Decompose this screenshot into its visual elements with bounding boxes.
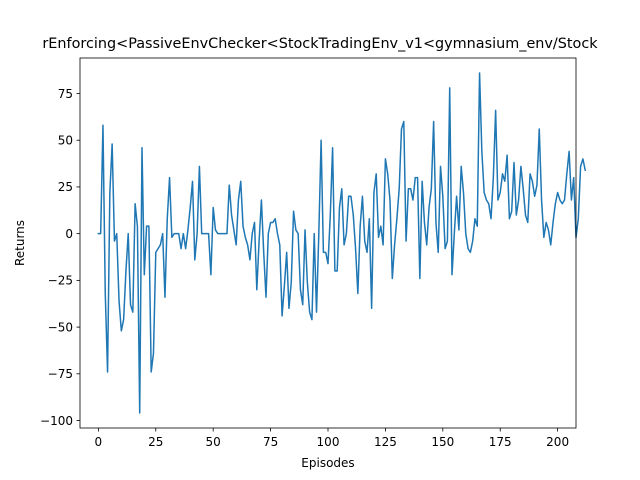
- x-tick-label: 150: [431, 435, 454, 449]
- y-tick-label: 50: [58, 134, 73, 148]
- y-axis-ticks: −100 −75 −50 −25 0 25 50 75: [40, 87, 80, 428]
- chart-title: rEnforcing<PassiveEnvChecker<StockTradin…: [42, 36, 598, 52]
- x-tick-label: 100: [317, 435, 340, 449]
- plot-frame: [79, 57, 577, 429]
- y-tick-label: 25: [58, 180, 73, 194]
- x-tick-label: 0: [95, 435, 103, 449]
- x-tick-label: 75: [263, 435, 278, 449]
- y-tick-label: −75: [48, 367, 73, 381]
- y-tick-label: −50: [48, 320, 73, 334]
- x-tick-label: 25: [148, 435, 163, 449]
- x-tick-label: 175: [489, 435, 512, 449]
- series-line: [97, 72, 587, 414]
- x-tick-label: 50: [206, 435, 221, 449]
- x-axis-ticks: 0 25 50 75 100 125 150 175 200: [95, 428, 569, 449]
- y-tick-label: 0: [65, 227, 73, 241]
- y-tick-label: −25: [48, 274, 73, 288]
- x-axis-label: Episodes: [301, 456, 354, 470]
- y-tick-label: 75: [58, 87, 73, 101]
- y-axis-label: Returns: [13, 220, 27, 266]
- x-tick-label: 200: [546, 435, 569, 449]
- x-tick-label: 125: [374, 435, 397, 449]
- y-tick-label: −100: [40, 414, 73, 428]
